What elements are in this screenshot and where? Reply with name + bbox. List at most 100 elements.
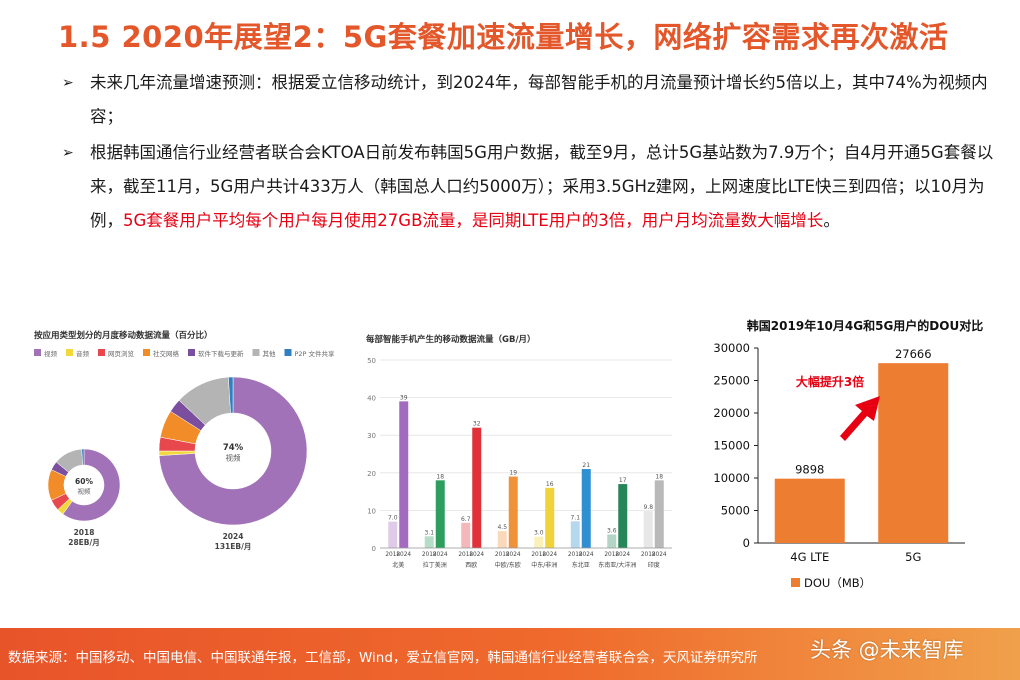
donut-slice bbox=[158, 376, 308, 526]
legend-label: 其他 bbox=[263, 349, 277, 358]
y-tick-label: 50 bbox=[367, 357, 376, 365]
x-category-label: 北美 bbox=[392, 561, 404, 569]
legend-label: 软件下载与更新 bbox=[198, 349, 244, 358]
bullet-item: ➢ 未来几年流量增速预测：根据爱立信移动统计，到2024年，每部智能手机的月流量… bbox=[62, 66, 997, 134]
data-label: 17 bbox=[619, 477, 627, 484]
y-tick-label: 0 bbox=[743, 536, 750, 550]
bullet-text: 未来几年流量增速预测：根据爱立信移动统计，到2024年，每部智能手机的月流量预计… bbox=[90, 73, 988, 126]
bar-2018 bbox=[570, 521, 580, 548]
watermark: 头条 @未来智库 bbox=[810, 638, 964, 662]
legend-label: P2P 文件共享 bbox=[295, 349, 336, 358]
x-year-label: 2024 bbox=[579, 552, 594, 558]
x-year-label: 2018 bbox=[422, 552, 437, 558]
regional-bar-chart: 每部智能手机产生的移动数据流量（GB/月） 0 10 20 30 40 50 7.0 39 201… bbox=[366, 334, 672, 569]
donut-year-label: 2024 bbox=[223, 532, 244, 541]
donut-slice bbox=[62, 448, 121, 522]
x-category-label: 中欧/东欧 bbox=[495, 561, 521, 569]
legend-swatch bbox=[143, 349, 150, 356]
bar-2018 bbox=[424, 536, 434, 548]
data-label: 16 bbox=[546, 481, 554, 488]
x-year-label: 2024 bbox=[542, 552, 557, 558]
legend-label: 音频 bbox=[76, 349, 90, 358]
y-tick-label: 5000 bbox=[721, 504, 750, 518]
data-label: 3.1 bbox=[424, 529, 434, 536]
donut-chart: 按应用类型划分的月度移动数据流量（百分比） 视频 音频 网页浏览 社交网络 软件下载与更新… bbox=[34, 330, 336, 551]
source-note: 数据来源：中国移动、中国电信、中国联通年报，工信部，Wind，爱立信官网，韩国通… bbox=[8, 650, 758, 666]
data-label: 19 bbox=[509, 470, 517, 477]
data-label: 6.7 bbox=[461, 516, 471, 523]
x-year-label: 2024 bbox=[506, 552, 521, 558]
x-category-label: 东北亚 bbox=[572, 561, 590, 569]
bar bbox=[878, 363, 949, 543]
x-year-label: 2018 bbox=[604, 552, 619, 558]
chart-title: 韩国2019年10月4G和5G用户的DOU对比 bbox=[747, 318, 983, 333]
donut-total-label: 28EB/月 bbox=[68, 538, 100, 547]
x-year-label: 2018 bbox=[531, 552, 546, 558]
data-label: 21 bbox=[582, 462, 590, 469]
data-label: 32 bbox=[473, 421, 481, 428]
y-tick-label: 40 bbox=[367, 395, 376, 403]
regional-bar-chart-panel: 每部智能手机产生的移动数据流量（GB/月） 0 10 20 30 40 50 7.0 39 201… bbox=[358, 326, 676, 574]
data-label: 39 bbox=[400, 394, 408, 401]
donut-center-label: 视频 bbox=[226, 453, 241, 463]
legend-label: 社交网络 bbox=[153, 349, 180, 358]
legend-label: 视频 bbox=[44, 349, 58, 358]
bullet-highlight-text: 5G套餐用户平均每个用户每月使用27GB流量，是同期LTE用户的3倍，用户月均流… bbox=[123, 211, 824, 230]
donut-center-percent: 74% bbox=[223, 443, 244, 453]
page-title: 1.5 2020年展望2：5G套餐加速流量增长，网络扩容需求再次激活 bbox=[58, 20, 949, 54]
red-arrow-icon bbox=[840, 396, 880, 441]
bar-2024 bbox=[618, 484, 628, 548]
legend-swatch bbox=[66, 349, 73, 356]
bar-2024 bbox=[545, 487, 555, 548]
data-label: 3.0 bbox=[534, 530, 544, 537]
x-category-label: 4G LTE bbox=[790, 550, 829, 564]
donut-total-label: 131EB/月 bbox=[215, 542, 252, 551]
dou-bar-chart: 韩国2019年10月4G和5G用户的DOU对比 0 5000 10000 15000 20… bbox=[713, 318, 983, 590]
bar-2024 bbox=[654, 480, 664, 548]
bar-2024 bbox=[581, 469, 591, 548]
data-label: 7.1 bbox=[570, 514, 580, 521]
x-category-label: 西欧 bbox=[465, 561, 477, 569]
y-tick-label: 25000 bbox=[713, 374, 750, 388]
y-tick-label: 30 bbox=[367, 432, 376, 440]
bar-2018 bbox=[388, 521, 398, 548]
y-tick-label: 10 bbox=[367, 507, 376, 515]
y-tick-label: 15000 bbox=[713, 439, 750, 453]
data-label: 9.8 bbox=[643, 504, 653, 511]
bar-2018 bbox=[461, 522, 471, 548]
bullet-item: ➢ 根据韩国通信行业经营者联合会KTOA日前发布韩国5G用户数据，截至9月，总计… bbox=[62, 136, 997, 238]
legend-swatch bbox=[188, 349, 195, 356]
donut-slice bbox=[81, 448, 85, 466]
x-year-label: 2024 bbox=[652, 552, 667, 558]
bar-2018 bbox=[534, 536, 544, 548]
y-tick-label: 20000 bbox=[713, 406, 750, 420]
bullet-text-end: 。 bbox=[823, 211, 840, 230]
data-label: 18 bbox=[655, 473, 663, 480]
legend-swatch bbox=[252, 349, 260, 356]
bar-2018 bbox=[607, 534, 617, 548]
donut-chart-panel: 按应用类型划分的月度移动数据流量（百分比） 视频 音频 网页浏览 社交网络 软件下载与更新… bbox=[28, 322, 348, 552]
x-category-label: 拉丁美洲 bbox=[423, 561, 447, 569]
x-year-label: 2018 bbox=[641, 552, 656, 558]
x-year-label: 2018 bbox=[458, 552, 473, 558]
footer-bar: 数据来源：中国移动、中国电信、中国联通年报，工信部，Wind，爱立信官网，韩国通… bbox=[0, 628, 1020, 680]
dou-bar-chart-panel: 韩国2019年10月4G和5G用户的DOU对比 0 5000 10000 15000 20… bbox=[690, 310, 1015, 602]
y-tick-label: 0 bbox=[372, 545, 376, 553]
bar bbox=[774, 478, 845, 543]
bullet-arrow-icon: ➢ bbox=[62, 145, 74, 161]
annotation-text: 大幅提升3倍 bbox=[796, 374, 864, 389]
legend-swatch bbox=[34, 349, 41, 356]
data-label: 18 bbox=[436, 473, 444, 480]
bar-2024 bbox=[508, 476, 518, 548]
donut-center-label: 视频 bbox=[78, 487, 92, 496]
x-category-label: 印度 bbox=[648, 561, 660, 569]
bar-2018 bbox=[643, 511, 653, 548]
bullet-list: ➢ 未来几年流量增速预测：根据爱立信移动统计，到2024年，每部智能手机的月流量… bbox=[62, 66, 997, 240]
chart-title: 每部智能手机产生的移动数据流量（GB/月） bbox=[366, 334, 536, 345]
x-year-label: 2018 bbox=[568, 552, 583, 558]
x-year-label: 2024 bbox=[433, 552, 448, 558]
x-year-label: 2018 bbox=[495, 552, 510, 558]
bar-2024 bbox=[472, 427, 482, 548]
chart-title: 按应用类型划分的月度移动数据流量（百分比） bbox=[34, 330, 213, 341]
data-label: 9898 bbox=[795, 463, 824, 477]
